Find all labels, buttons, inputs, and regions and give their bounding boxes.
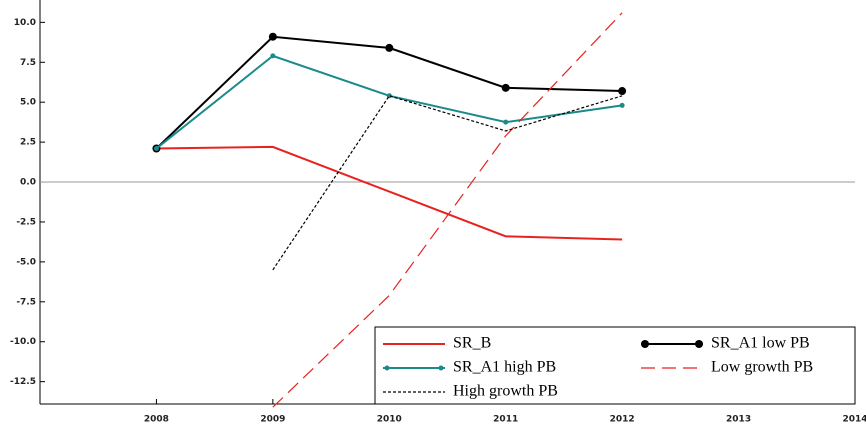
legend-marker [641, 340, 649, 348]
x-tick-label: 2012 [610, 415, 635, 425]
point [268, 32, 277, 41]
point [153, 146, 159, 152]
x-tick-label: 2009 [260, 415, 285, 425]
legend-label: High growth PB [453, 383, 558, 400]
series-line [155, 54, 623, 150]
point [618, 87, 627, 96]
legend-label: SR_B [453, 335, 491, 352]
legend-marker [438, 365, 444, 371]
legend-marker [384, 365, 390, 371]
y-tick-label: -12.5 [10, 377, 36, 387]
point [501, 83, 510, 92]
y-tick-label: 2.5 [20, 138, 36, 148]
x-tick-label: 2011 [493, 415, 518, 425]
y-tick-label: 5.0 [20, 98, 36, 108]
legend-label: Low growth PB [711, 359, 813, 376]
legend-box [374, 326, 856, 405]
legend-label: SR_A1 low PB [711, 335, 810, 352]
x-tick-label: 2014 [842, 415, 866, 425]
y-tick-label: 0.0 [20, 178, 36, 188]
point [270, 53, 276, 59]
point [619, 102, 625, 108]
y-tick-label: 10.0 [14, 18, 36, 28]
y-tick-label: -2.5 [16, 217, 36, 227]
y-tick-label: 7.5 [20, 58, 36, 68]
y-tick-label: -5.0 [16, 257, 36, 267]
series-line [156, 145, 623, 241]
point [503, 119, 509, 125]
x-tick-label: 2008 [144, 415, 169, 425]
legend-marker [695, 340, 703, 348]
y-tick-label: -10.0 [10, 337, 36, 347]
x-tick-label: 2010 [377, 415, 402, 425]
series-line [272, 12, 623, 408]
x-tick-label: 2013 [726, 415, 751, 425]
point [385, 43, 394, 52]
y-tick-label: -7.5 [16, 297, 36, 307]
legend-label: SR_A1 high PB [453, 359, 556, 376]
series-line [272, 95, 623, 271]
